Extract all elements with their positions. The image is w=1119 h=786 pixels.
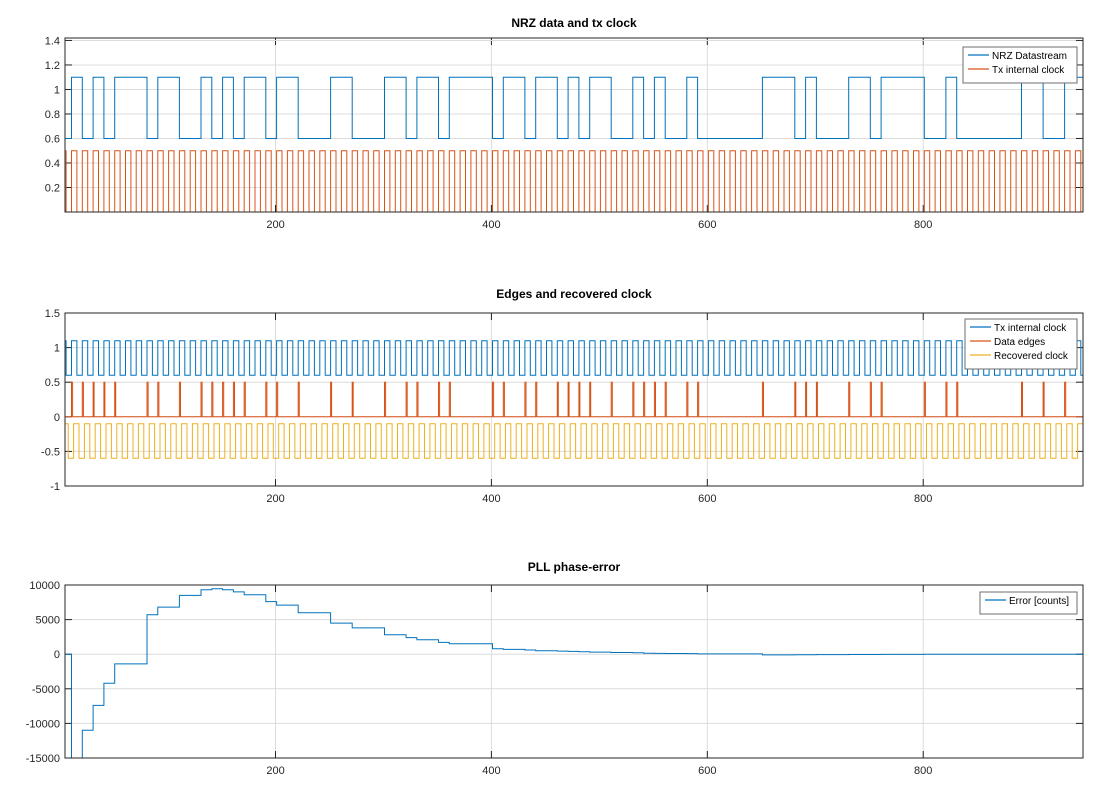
legend-entry: Error [counts] xyxy=(1009,596,1069,607)
legend: NRZ Datastream Tx internal clock xyxy=(962,46,1078,84)
x-tick-label: 600 xyxy=(698,493,716,505)
y-tick-label: 10000 xyxy=(29,580,60,592)
y-tick-label: 0.4 xyxy=(45,158,60,170)
legend-box xyxy=(962,46,1078,84)
x-tick-label: 600 xyxy=(698,765,716,777)
series-line-1 xyxy=(65,588,1083,758)
x-tick-label: 800 xyxy=(914,219,932,231)
subplot-1: 200 400 600 800 0.2 0.4 0.6 0.8 1 1.2 1.4 NRZ data … xyxy=(45,16,1084,231)
chart-title: NRZ data and tx clock xyxy=(511,16,637,30)
y-tick-label: 1.5 xyxy=(45,308,60,320)
y-tick-label: 1.4 xyxy=(45,35,60,47)
x-tick-label: 600 xyxy=(698,219,716,231)
y-tick-label: 1 xyxy=(54,343,60,355)
axes-box xyxy=(64,312,1084,487)
y-tick-label: -10000 xyxy=(26,718,60,730)
series-line-2 xyxy=(65,381,1083,418)
y-tick-label: -1 xyxy=(50,481,60,493)
chart-title: PLL phase-error xyxy=(528,560,621,574)
y-tick-label: 0 xyxy=(54,649,60,661)
legend-entry: Tx internal clock xyxy=(992,65,1065,76)
series-line-3 xyxy=(65,423,1083,459)
x-tick-label: 800 xyxy=(914,765,932,777)
x-tick-label: 800 xyxy=(914,493,932,505)
y-tick-label: 1 xyxy=(54,84,60,96)
legend-entry: Tx internal clock xyxy=(994,323,1067,334)
y-tick-label: -0.5 xyxy=(41,446,60,458)
x-tick-label: 200 xyxy=(266,219,284,231)
x-tick-label: 400 xyxy=(482,765,500,777)
legend: Error [counts] xyxy=(979,591,1078,615)
y-tick-label: -15000 xyxy=(26,753,60,765)
chart-title: Edges and recovered clock xyxy=(496,287,652,301)
y-tick-label: 0.6 xyxy=(45,133,60,145)
plot-area xyxy=(65,585,1083,758)
axes-box xyxy=(64,37,1084,213)
plot-area xyxy=(65,313,1083,486)
subplot-3: 200 400 600 800 -15000 -10000 -5000 0 5000 10000 P… xyxy=(26,560,1084,777)
y-tick-label: 1.2 xyxy=(45,60,60,72)
x-tick-label: 200 xyxy=(266,493,284,505)
y-tick-label: 0.5 xyxy=(45,377,60,389)
legend-box xyxy=(979,591,1078,615)
series-line-1 xyxy=(65,76,1083,139)
y-tick-label: -5000 xyxy=(32,684,60,696)
y-tick-label: 0 xyxy=(54,412,60,424)
legend-entry: Recovered clock xyxy=(994,351,1069,362)
series-line-1 xyxy=(65,340,1083,376)
x-tick-label: 400 xyxy=(482,493,500,505)
legend: Tx internal clock Data edges Recovered clo… xyxy=(964,318,1078,370)
axes-box xyxy=(64,584,1084,759)
legend-entry: NRZ Datastream xyxy=(992,51,1067,62)
x-tick-label: 400 xyxy=(482,219,500,231)
y-tick-label: 5000 xyxy=(36,615,60,627)
legend-entry: Data edges xyxy=(994,337,1045,348)
y-tick-label: 0.2 xyxy=(45,182,60,194)
series-line-2 xyxy=(65,150,1083,212)
y-tick-label: 0.8 xyxy=(45,109,60,121)
subplot-2: 200 400 600 800 -1 -0.5 0 0.5 1 1.5 Edges and reco… xyxy=(41,287,1084,505)
x-tick-label: 200 xyxy=(266,765,284,777)
